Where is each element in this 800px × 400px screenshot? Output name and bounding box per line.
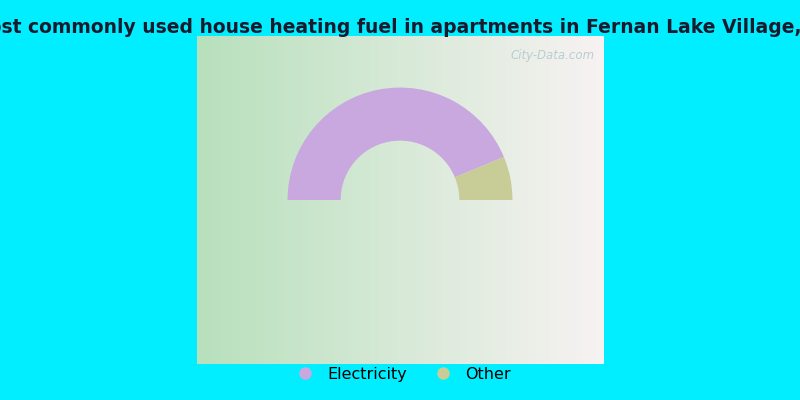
Legend: Electricity, Other: Electricity, Other	[283, 360, 517, 388]
Wedge shape	[455, 157, 513, 200]
Text: City-Data.com: City-Data.com	[511, 49, 595, 62]
Wedge shape	[287, 88, 504, 200]
Text: Most commonly used house heating fuel in apartments in Fernan Lake Village, ID: Most commonly used house heating fuel in…	[0, 18, 800, 37]
